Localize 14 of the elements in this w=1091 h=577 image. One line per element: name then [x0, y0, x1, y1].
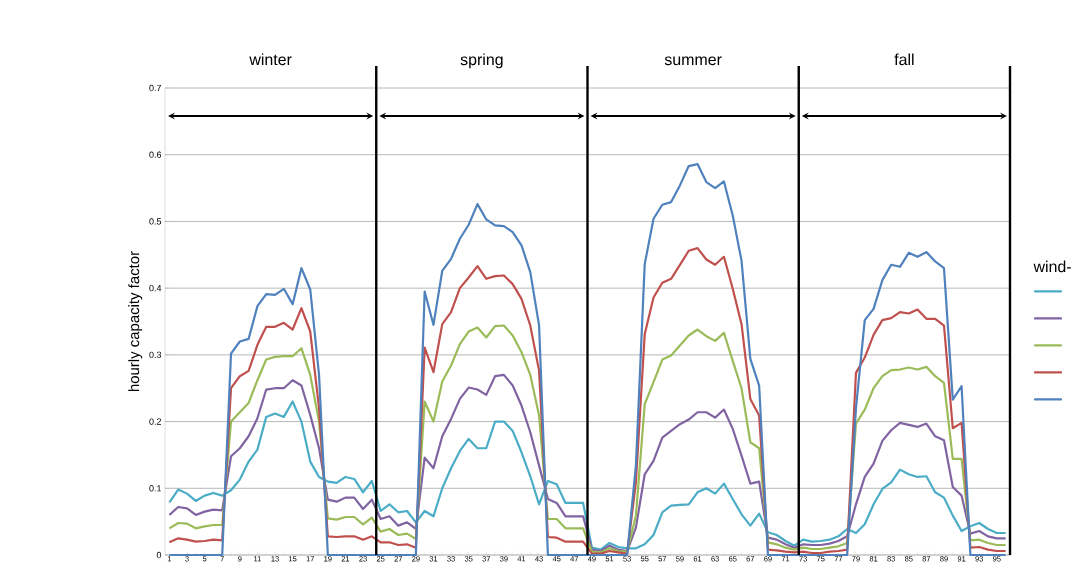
text: spring — [460, 53, 503, 69]
y-axis-title: hourly capacity factor — [128, 251, 143, 392]
y-tick-label: 0.1 — [149, 485, 162, 492]
y-tick-label: 0.5 — [149, 218, 162, 225]
text: winter — [249, 53, 292, 66]
text: summer — [664, 56, 722, 66]
y-tick-label: 0.2 — [149, 418, 162, 425]
y-tick-label: 0.7 — [149, 84, 162, 92]
y-tick-label: 0.6 — [149, 151, 162, 158]
legend-title: wind- — [1033, 260, 1071, 273]
y-tick-label: 0.4 — [149, 284, 162, 292]
text: fall — [894, 53, 914, 66]
y-tick-label: 0.3 — [149, 351, 162, 359]
y-tick-label: 0 — [156, 551, 162, 559]
